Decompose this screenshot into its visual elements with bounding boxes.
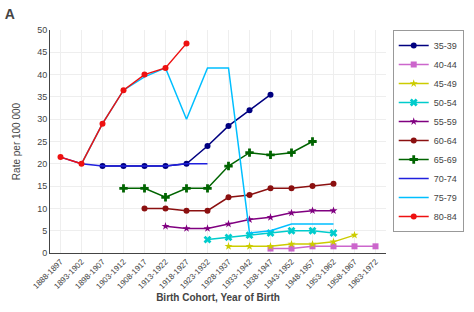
svg-text:5: 5 <box>42 226 47 236</box>
svg-text:45-49: 45-49 <box>434 79 457 89</box>
svg-text:0: 0 <box>42 248 47 258</box>
svg-text:Rate per 100 000: Rate per 100 000 <box>11 102 22 180</box>
svg-text:25: 25 <box>37 137 47 147</box>
svg-text:1918-1927: 1918-1927 <box>157 257 191 291</box>
svg-text:40: 40 <box>37 70 47 80</box>
svg-text:Birth Cohort, Year of Birth: Birth Cohort, Year of Birth <box>156 292 280 303</box>
svg-text:1903-1912: 1903-1912 <box>94 257 128 291</box>
svg-text:65-69: 65-69 <box>434 155 457 165</box>
svg-text:1923-1932: 1923-1932 <box>178 257 212 291</box>
svg-text:1908-1917: 1908-1917 <box>115 257 149 291</box>
svg-text:50-54: 50-54 <box>434 98 457 108</box>
svg-text:80-84: 80-84 <box>434 212 457 222</box>
svg-text:50: 50 <box>37 25 47 35</box>
svg-text:35: 35 <box>37 92 47 102</box>
svg-text:10: 10 <box>37 204 47 214</box>
svg-text:20: 20 <box>37 159 47 169</box>
svg-text:1913-1922: 1913-1922 <box>136 257 170 291</box>
svg-text:60-64: 60-64 <box>434 136 457 146</box>
svg-text:30: 30 <box>37 114 47 124</box>
svg-text:40-44: 40-44 <box>434 60 457 70</box>
svg-text:75-79: 75-79 <box>434 193 457 203</box>
svg-text:1953-1962: 1953-1962 <box>304 257 338 291</box>
svg-text:1963-1972: 1963-1972 <box>346 257 380 291</box>
svg-text:35-39: 35-39 <box>434 41 457 51</box>
svg-text:45: 45 <box>37 47 47 57</box>
svg-text:1898-1907: 1898-1907 <box>73 257 107 291</box>
svg-text:1958-1967: 1958-1967 <box>325 257 359 291</box>
svg-text:70-74: 70-74 <box>434 174 457 184</box>
svg-text:15: 15 <box>37 181 47 191</box>
svg-text:1933-1942: 1933-1942 <box>220 257 254 291</box>
svg-text:55-59: 55-59 <box>434 117 457 127</box>
svg-text:1948-1957: 1948-1957 <box>283 257 317 291</box>
svg-text:1928-1937: 1928-1937 <box>199 257 233 291</box>
svg-text:A: A <box>5 6 15 22</box>
svg-text:1943-1952: 1943-1952 <box>262 257 296 291</box>
svg-text:1938-1947: 1938-1947 <box>241 257 275 291</box>
svg-text:1888-1897: 1888-1897 <box>31 257 65 291</box>
svg-text:1893-1902: 1893-1902 <box>52 257 86 291</box>
